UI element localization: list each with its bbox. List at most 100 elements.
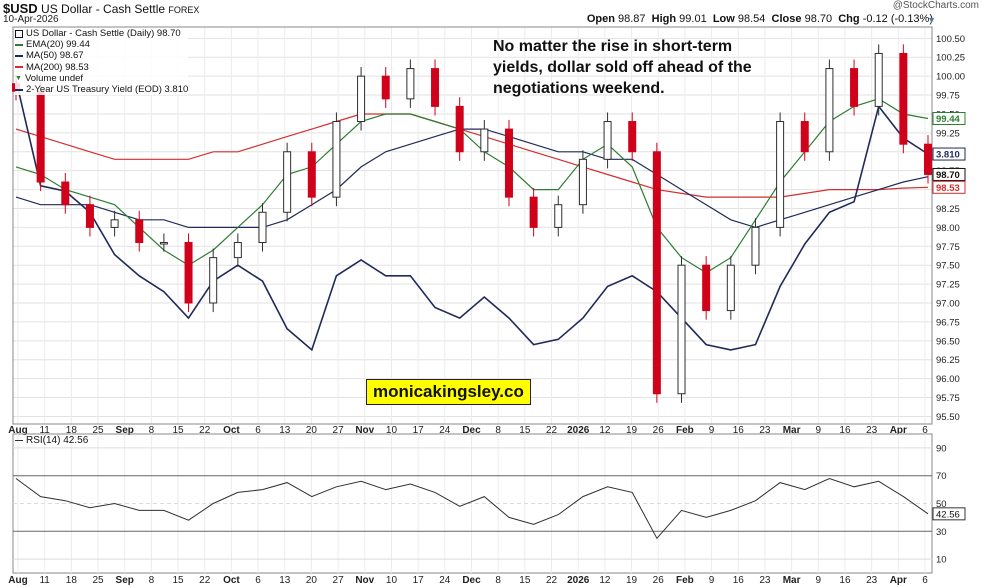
x-tick-label: Dec <box>462 425 481 436</box>
candle-body <box>283 151 292 213</box>
rsi-grid <box>13 434 932 573</box>
candle-body <box>554 204 563 228</box>
x-tick-label: 27 <box>333 425 345 436</box>
price-tick-label: 99.25 <box>936 128 960 139</box>
rsi-x-tick-label: 20 <box>306 575 318 586</box>
rsi-axis: 10 30 50 70 90 42.56 <box>932 443 966 566</box>
legend-text: EMA(20) 99.44 <box>26 39 90 51</box>
x-tick-label: 16 <box>733 425 745 436</box>
open-value: 98.87 <box>618 13 646 25</box>
candle-body <box>307 151 316 198</box>
ma50-line <box>15 128 929 229</box>
x-tick-label: 6 <box>255 425 261 436</box>
rsi-legend: RSI(14) 42.56 <box>15 435 88 446</box>
candle-body <box>800 121 809 153</box>
candle-body <box>61 181 70 206</box>
legend-marker <box>15 88 23 91</box>
x-tick-label: Aug <box>8 425 27 436</box>
x-tick-label: 9 <box>816 425 822 436</box>
price-tick-label: 99.75 <box>936 91 960 102</box>
candle-body <box>899 52 908 145</box>
rsi-series <box>15 477 929 540</box>
x-tick-label: Feb <box>676 425 694 436</box>
badge-value: 98.53 <box>936 183 960 194</box>
rsi-x-tick-label: 27 <box>333 575 345 586</box>
stockcharts-watermark: @StockCharts.com <box>892 0 979 11</box>
price-tick-label: 97.75 <box>936 242 960 253</box>
symbol: $USD <box>3 1 38 16</box>
price-tick-label: 100.00 <box>936 72 965 83</box>
x-tick-label: 11 <box>39 425 50 436</box>
badge-value: 3.810 <box>936 150 960 161</box>
price-tick-label: 96.50 <box>936 336 960 347</box>
close-label: Close <box>771 13 802 25</box>
rsi-x-tick-label: 8 <box>495 575 501 586</box>
x-axis-main: Aug 11 18 25 Sep 8 15 22 Oct 6 13 20 27 Nov 10 17 24 Dec 8… <box>8 425 928 436</box>
yield-line <box>15 79 929 352</box>
candle-body <box>233 242 242 259</box>
rsi-x-tick-label: 22 <box>546 575 558 586</box>
legend-text: 2-Year US Treasury Yield (EOD) 3.810 <box>26 84 189 96</box>
x-tick-label: Oct <box>223 425 240 436</box>
x-tick-label: 20 <box>306 425 318 436</box>
legend-marker <box>15 66 23 69</box>
x-tick-label: 23 <box>866 425 878 436</box>
instrument-name: US Dollar - Cash Settle <box>41 2 166 16</box>
watermark-callout: monicakingsley.co <box>366 379 531 405</box>
high-label: High <box>651 13 677 25</box>
candle-body <box>850 68 859 107</box>
candle-body <box>529 196 538 228</box>
x-tick-label: 2026 <box>567 425 590 436</box>
x-tick-label: 8 <box>149 425 155 436</box>
ma200-line <box>15 113 929 198</box>
candle-body <box>184 242 193 304</box>
rsi-x-tick-label: 25 <box>92 575 104 586</box>
rsi-line <box>15 477 929 540</box>
candle-body <box>776 121 785 228</box>
x-tick-label: 16 <box>839 425 851 436</box>
candle-body <box>381 75 390 100</box>
axis-badge: 99.44 <box>932 111 966 125</box>
open-label: Open <box>586 13 615 25</box>
rsi-tick-label: 50 <box>936 499 947 510</box>
x-tick-label: 22 <box>546 425 558 436</box>
x-tick-label: 18 <box>66 425 78 436</box>
rsi-x-tick-label: 8 <box>149 575 155 586</box>
badge-value: 98.70 <box>936 170 960 181</box>
candle-body <box>455 105 464 153</box>
price-axis: 95.50 95.75 96.00 96.25 96.50 96.75 97.00 97.25… <box>936 34 965 423</box>
symbol-line: $USD US Dollar - Cash Settle FOREX <box>3 1 199 16</box>
annotation-text: No matter the rise in short-term yields,… <box>493 38 752 97</box>
rsi-x-tick-label: 10 <box>386 575 398 586</box>
candle-body <box>504 128 513 198</box>
ohlc-readout: Open 98.87 High 99.01 Low 98.54 Close 98… <box>587 13 933 25</box>
badge-value: 99.44 <box>936 114 960 125</box>
candle-body <box>603 121 612 160</box>
legend-marker <box>15 29 23 38</box>
x-tick-label: 12 <box>599 425 611 436</box>
badge-box <box>932 111 966 125</box>
rsi-badge-value: 42.56 <box>936 509 960 520</box>
legend-item: US Dollar - Cash Settle (Daily) 98.70 <box>15 28 188 39</box>
candle-body <box>677 264 686 395</box>
x-tick-label: 15 <box>172 425 184 436</box>
x-tick-label: 23 <box>759 425 771 436</box>
rsi-x-tick-label: 17 <box>413 575 425 586</box>
candle-body <box>702 264 711 312</box>
x-axis-rsi: Aug 11 18 25 Sep 8 15 22 Oct 6 13 20 27 Nov 10 17 24 Dec 8… <box>8 575 928 586</box>
x-tick-label: 9 <box>709 425 715 436</box>
legend-text: Volume undef <box>24 72 84 84</box>
legend-text: MA(200) 98.53 <box>26 61 89 73</box>
rsi-x-tick-label: 9 <box>709 575 715 586</box>
low-value: 98.54 <box>737 13 766 25</box>
rsi-x-tick-label: 2026 <box>567 575 590 586</box>
menu-chevron-icon[interactable]: ▼ <box>927 15 936 25</box>
candle-body <box>825 68 834 153</box>
price-tick-label: 97.25 <box>936 280 960 291</box>
legend-item: MA(200) 98.53 <box>15 62 188 73</box>
rsi-tick-label: 90 <box>936 443 947 454</box>
candle-body <box>332 121 341 198</box>
price-tick-label: 98.00 <box>936 223 960 234</box>
rsi-x-tick-label: Aug <box>8 575 27 586</box>
candle-body <box>85 204 94 228</box>
